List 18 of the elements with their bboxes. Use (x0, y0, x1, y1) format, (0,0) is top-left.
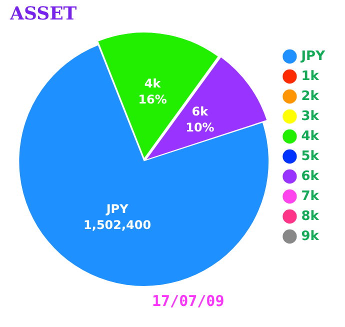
legend-label: JPY (300, 48, 326, 64)
slice-label: JPY (105, 202, 129, 216)
data-label: 16% (138, 92, 167, 107)
data-label: 10% (186, 120, 214, 135)
text: 1,502,400 (84, 218, 152, 232)
text: 17/07/09 (152, 292, 224, 310)
chart-title: ASSET (9, 3, 78, 24)
slice-label: 6k (192, 104, 210, 119)
legend-label: 3k (301, 108, 320, 124)
legend-label: 8k (301, 208, 320, 224)
slice-label: 4k (144, 76, 162, 91)
legend-label: 1k (301, 68, 320, 84)
legend-label: 6k (301, 168, 320, 184)
legend-label: 9k (301, 228, 320, 244)
legend-label: 5k (301, 148, 320, 164)
legend-label: 7k (301, 188, 320, 204)
legend-label: 4k (301, 128, 320, 144)
legend-label: 2k (301, 88, 320, 104)
